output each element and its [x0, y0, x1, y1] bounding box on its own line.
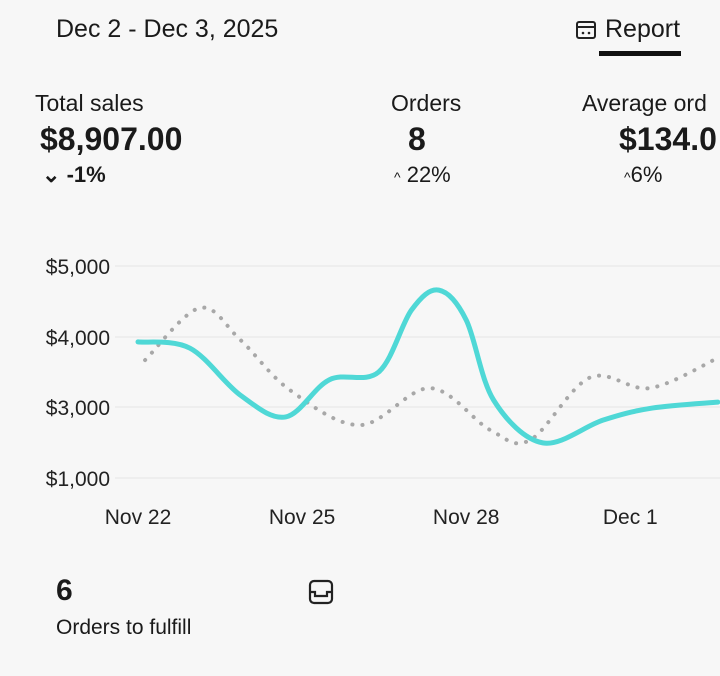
metric-delta-orders: ^ 22%	[394, 162, 451, 187]
report-label: Report	[605, 15, 681, 43]
series-line-previous	[143, 305, 720, 446]
metric-value-orders: 8	[408, 121, 426, 157]
metric-label-orders: Orders	[391, 90, 462, 116]
y-tick-label: $5,000	[46, 256, 110, 279]
metric-label-total-sales: Total sales	[35, 90, 144, 116]
inbox-icon[interactable]	[308, 579, 334, 605]
chevron-up-icon: ^	[394, 169, 401, 185]
date-range-selector[interactable]: Dec 2 - Dec 3, 2025	[56, 15, 279, 43]
orders-to-fulfill-count[interactable]: 6	[56, 574, 73, 607]
series-line-current	[135, 287, 720, 446]
active-tab-indicator	[599, 51, 681, 56]
metric-delta-total-sales: ⌄ -1%	[42, 162, 106, 187]
x-tick-label: Nov 22	[105, 506, 172, 529]
chevron-up-icon: ^	[624, 169, 631, 185]
calendar-icon	[576, 20, 596, 39]
metric-value-average-order: $134.0	[619, 121, 717, 157]
metric-delta-average-order: ^6%	[624, 162, 663, 187]
sales-chart: $5,000 $4,000 $3,000 $1,000 Nov 22 Nov 25 Nov …	[46, 256, 720, 529]
metric-label-average-order: Average ord	[582, 90, 707, 116]
report-button[interactable]: Report	[575, 15, 680, 44]
x-tick-label: Nov 25	[269, 506, 336, 529]
chevron-down-icon: ⌄	[42, 162, 61, 187]
y-tick-label: $1,000	[46, 468, 110, 491]
x-tick-label: Nov 28	[433, 506, 500, 529]
y-tick-label: $3,000	[46, 397, 110, 420]
y-tick-label: $4,000	[46, 327, 110, 350]
x-tick-label: Dec 1	[603, 506, 658, 529]
orders-to-fulfill-label[interactable]: Orders to fulfill	[56, 616, 192, 639]
metric-value-total-sales: $8,907.00	[40, 121, 183, 157]
